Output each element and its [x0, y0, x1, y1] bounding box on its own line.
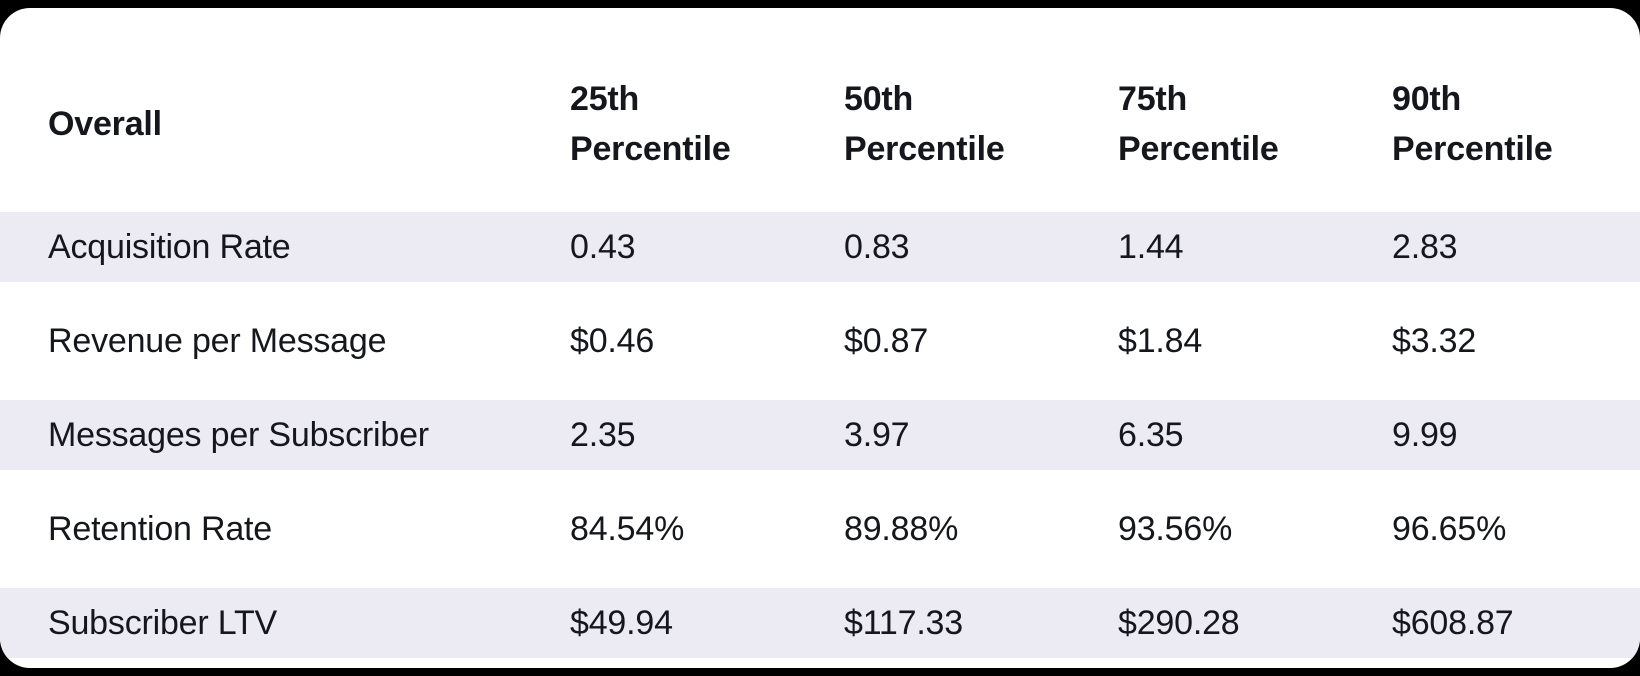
row-label: Subscriber LTV: [0, 588, 570, 658]
row-label: Acquisition Rate: [0, 212, 570, 282]
cell-value: $1.84: [1118, 322, 1203, 360]
cell-value: 2.83: [1392, 212, 1640, 282]
cell-value: 0.43: [570, 212, 844, 282]
cell-value: $608.87: [1392, 588, 1640, 658]
row-label: Messages per Subscriber: [0, 400, 570, 470]
table-row-acquisition-rate: Acquisition Rate 0.43 0.83 1.44 2.83: [0, 212, 1640, 282]
cell-value: 6.35: [1118, 400, 1392, 470]
column-header-label: 25th Percentile: [570, 80, 731, 168]
row-label: Retention Rate: [48, 510, 273, 548]
column-header-90th-percentile: 90th Percentile: [1392, 32, 1640, 188]
column-header-label: 75th Percentile: [1118, 80, 1279, 168]
table-row-revenue-per-message: Revenue per Message $0.46 $0.87 $1.84 $3…: [0, 306, 1640, 376]
table-header: Overall 25th Percentile 50th Percentile …: [0, 32, 1640, 188]
cell-value: $49.94: [570, 588, 844, 658]
percentile-table: Overall 25th Percentile 50th Percentile …: [0, 8, 1640, 668]
column-header-label: 50th Percentile: [844, 80, 1005, 168]
column-header-75th-percentile: 75th Percentile: [1118, 32, 1392, 188]
cell-value: $117.33: [844, 588, 1118, 658]
cell-value: $3.32: [1392, 322, 1477, 360]
metrics-card: Overall 25th Percentile 50th Percentile …: [0, 8, 1640, 668]
cell-value: 9.99: [1392, 400, 1640, 470]
corner-header-overall: Overall: [0, 32, 570, 188]
column-header-25th-percentile: 25th Percentile: [570, 32, 844, 188]
cell-value: $0.87: [844, 322, 929, 360]
cell-value: $0.46: [570, 322, 655, 360]
table-body: Acquisition Rate 0.43 0.83 1.44 2.83 Rev…: [0, 212, 1640, 658]
column-header-50th-percentile: 50th Percentile: [844, 32, 1118, 188]
corner-header-label: Overall: [48, 105, 162, 143]
cell-value: 89.88%: [844, 510, 959, 548]
cell-value: 93.56%: [1118, 510, 1233, 548]
row-label: Revenue per Message: [48, 322, 387, 360]
cell-value: 96.65%: [1392, 510, 1507, 548]
cell-value: 2.35: [570, 400, 844, 470]
table-row-subscriber-ltv: Subscriber LTV $49.94 $117.33 $290.28 $6…: [0, 588, 1640, 658]
cell-value: $290.28: [1118, 588, 1392, 658]
cell-value: 3.97: [844, 400, 1118, 470]
table-row-messages-per-subscriber: Messages per Subscriber 2.35 3.97 6.35 9…: [0, 400, 1640, 470]
cell-value: 1.44: [1118, 212, 1392, 282]
column-header-label: 90th Percentile: [1392, 80, 1553, 168]
cell-value: 84.54%: [570, 510, 685, 548]
table-row-retention-rate: Retention Rate 84.54% 89.88% 93.56% 96.6…: [0, 494, 1640, 564]
header-row: Overall 25th Percentile 50th Percentile …: [0, 32, 1640, 188]
cell-value: 0.83: [844, 212, 1118, 282]
